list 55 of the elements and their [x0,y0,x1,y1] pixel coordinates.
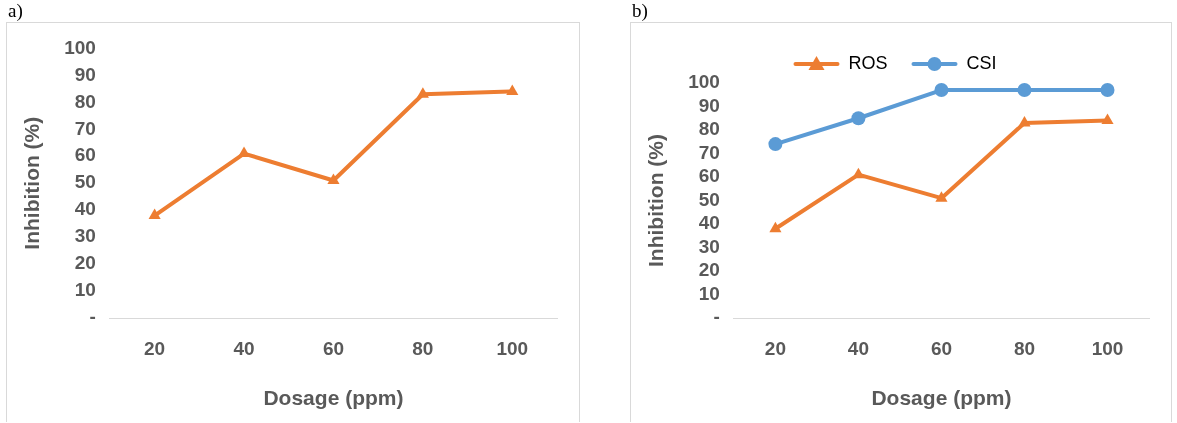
point [1017,83,1032,98]
legend-label: CSI [966,52,997,73]
y-tick-label: 10 [698,282,720,304]
y-tick-label: 80 [74,90,96,112]
point [148,208,161,220]
x-tick-label: 40 [847,337,869,359]
x-tick-label: 80 [1013,337,1036,359]
chart-title: b) [631,0,649,22]
y-tick-label: 30 [74,225,96,247]
y-tick-label: - [89,306,96,328]
y-tick-label: 90 [698,94,720,116]
y-tick-label: - [713,306,720,328]
x-axis-title: Dosage (ppm) [871,386,1012,410]
y-tick-label: 60 [74,144,96,166]
y-tick-label: 40 [74,198,96,220]
point [237,146,251,158]
point [852,167,865,179]
point [935,191,948,202]
point [1100,83,1115,98]
x-tick-label: 100 [1091,337,1124,359]
y-tick-label: 80 [698,118,720,140]
y-tick-label: 30 [698,235,720,257]
x-tick-label: 20 [144,337,166,359]
y-tick-label: 100 [64,36,96,58]
x-tick-label: 100 [496,337,529,359]
y-axis-title: Inhibition (%) [644,134,668,267]
y-tick-label: 60 [698,165,720,187]
point [506,84,519,96]
x-tick-label: 80 [412,337,434,359]
x-tick-label: 60 [322,337,345,359]
point [1018,115,1031,127]
point [934,83,949,98]
y-axis-title: Inhibition (%) [20,116,44,250]
point [768,137,783,152]
x-tick-label: 40 [233,337,255,359]
y-tick-label: 40 [698,212,720,234]
point [1101,113,1114,125]
x-axis-title: Dosage (ppm) [263,386,404,410]
point [851,111,866,126]
x-tick-label: 60 [930,337,953,359]
y-tick-label: 20 [698,259,720,281]
legend-label: ROS [848,52,888,73]
y-tick-label: 100 [688,71,720,93]
y-tick-label: 70 [698,141,720,163]
point [416,87,429,98]
y-tick-label: 10 [74,279,96,301]
point [769,221,782,233]
y-tick-label: 90 [74,63,96,85]
chart-title: a) [7,0,24,22]
x-tick-label: 20 [764,337,786,359]
y-tick-label: 50 [698,188,720,210]
y-tick-label: 70 [74,117,96,139]
y-tick-label: 50 [74,171,96,193]
point [327,173,340,184]
y-tick-label: 20 [74,252,96,274]
